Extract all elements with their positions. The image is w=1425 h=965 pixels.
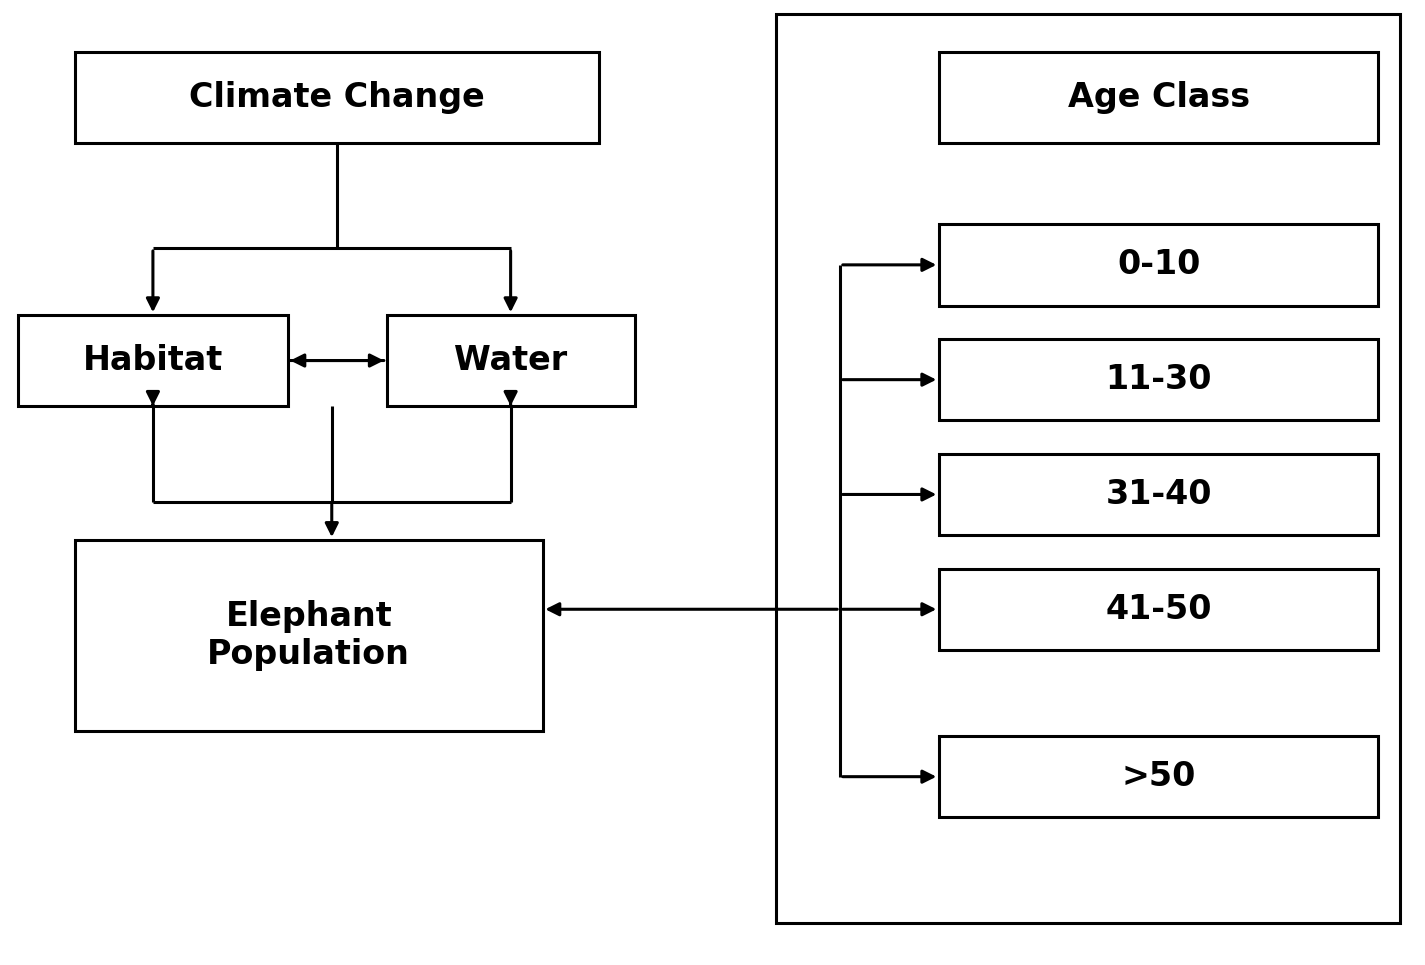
Text: Age Class: Age Class <box>1067 81 1250 114</box>
Text: Water: Water <box>455 345 567 377</box>
Text: Climate Change: Climate Change <box>190 81 484 114</box>
Text: 41-50: 41-50 <box>1106 593 1213 625</box>
Text: Habitat: Habitat <box>83 345 224 377</box>
Text: 0-10: 0-10 <box>1117 248 1200 282</box>
Text: 31-40: 31-40 <box>1106 478 1213 510</box>
Bar <box>76 52 598 143</box>
Bar <box>777 14 1399 923</box>
Bar <box>386 316 634 406</box>
Bar <box>939 339 1378 421</box>
Bar <box>19 316 288 406</box>
Text: Elephant
Population: Elephant Population <box>207 600 410 672</box>
Bar <box>939 454 1378 536</box>
Text: 11-30: 11-30 <box>1106 363 1213 397</box>
Bar <box>939 568 1378 649</box>
Bar <box>939 52 1378 143</box>
Bar <box>939 736 1378 817</box>
Text: >50: >50 <box>1121 760 1196 793</box>
Bar <box>939 224 1378 306</box>
Bar <box>76 539 543 731</box>
